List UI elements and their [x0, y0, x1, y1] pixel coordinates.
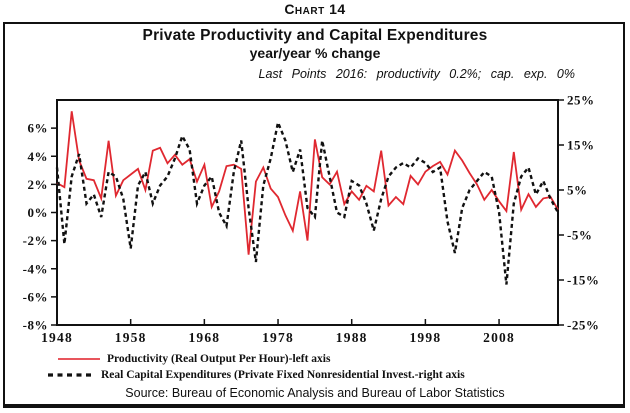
- left-axis-tick-label: 6%: [28, 121, 49, 136]
- left-axis-tick-label: -2%: [23, 233, 48, 248]
- left-axis-tick-label: 2%: [28, 177, 49, 192]
- right-axis-tick-label: 25%: [567, 93, 595, 108]
- right-axis-tick-label: -5%: [567, 228, 592, 243]
- right-axis-tick-label: -25%: [567, 318, 599, 333]
- legend-label-capex: Real Capital Expenditures (Private Fixed…: [101, 369, 465, 381]
- chart-title: Private Productivity and Capital Expendi…: [142, 27, 488, 44]
- left-axis-tick-label: 4%: [28, 149, 49, 164]
- productivity-line: [56, 111, 559, 255]
- right-axis-tick-label: 15%: [567, 138, 595, 153]
- legend-label-productivity: Productivity (Real Output Per Hour)-left…: [107, 353, 331, 365]
- right-axis-tick-label: 5%: [567, 183, 588, 198]
- chart-subtitle: year/year % change: [249, 45, 381, 61]
- chart-number-label: Chart 14: [284, 1, 346, 17]
- x-axis-tick-label: 1998: [409, 330, 441, 345]
- x-axis-tick-label: 1958: [115, 330, 147, 345]
- legend-item-productivity: Productivity (Real Output Per Hour)-left…: [48, 352, 330, 366]
- x-axis-tick-label: 1978: [262, 330, 294, 345]
- right-axis-tick-label: -15%: [567, 273, 599, 288]
- capex-line: [55, 118, 560, 285]
- source-attribution: Source: Bureau of Economic Analysis and …: [125, 386, 505, 400]
- left-axis-tick-label: 0%: [28, 205, 49, 220]
- x-axis-tick-label: 1988: [336, 330, 368, 345]
- left-axis-tick-label: -8%: [23, 318, 48, 333]
- capex-line-swatch: [48, 373, 94, 377]
- legend-item-capex: Real Capital Expenditures (Private Fixed…: [48, 368, 465, 382]
- left-axis-tick-label: -6%: [23, 289, 48, 304]
- last-points-note: Last Points 2016: productivity 0.2%; cap…: [258, 67, 575, 81]
- x-axis-tick-label: 2008: [483, 330, 515, 345]
- plot-area: 6% 4% 2% 0% -2% -4% -6% -8% 25% 15% 5% -5% -15% -25% 1…: [23, 93, 599, 346]
- left-axis-tick-label: -4%: [23, 261, 48, 276]
- x-axis-tick-label: 1968: [188, 330, 220, 345]
- x-axis-tick-label: 1948: [41, 330, 73, 345]
- productivity-line-swatch: [58, 358, 100, 360]
- plot-box: [56, 99, 559, 326]
